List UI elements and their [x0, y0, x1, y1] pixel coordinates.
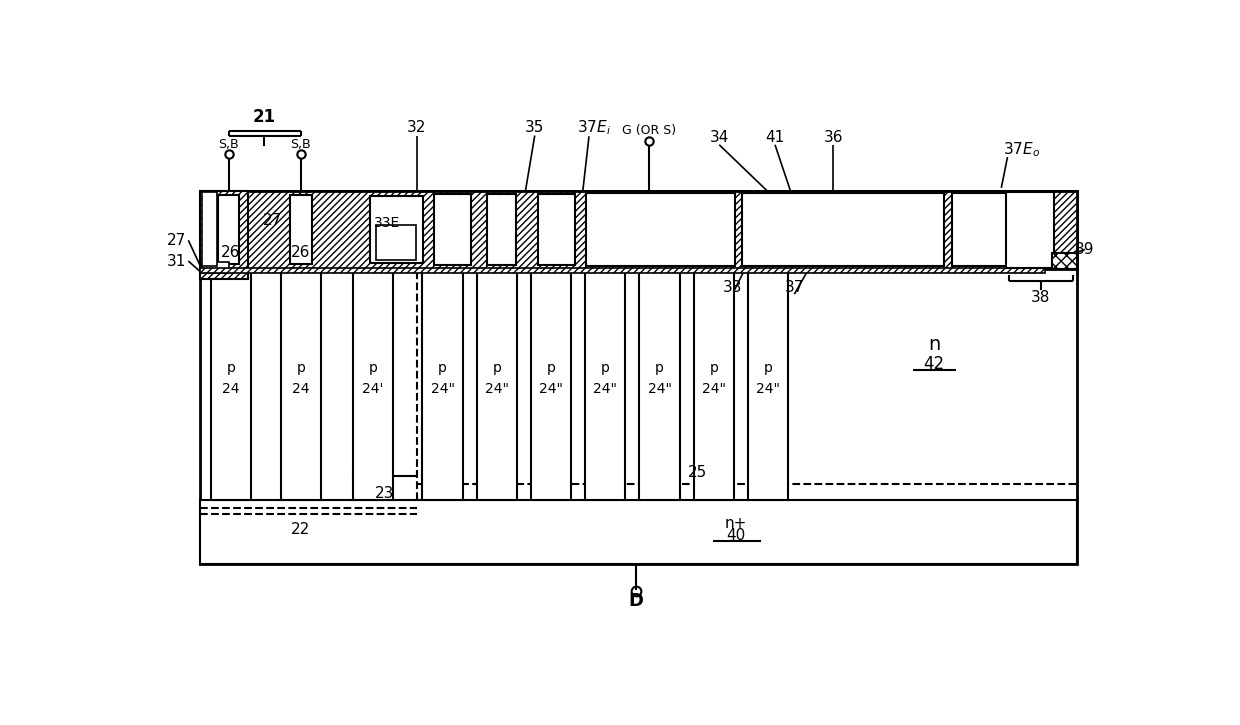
Bar: [376, 225, 417, 260]
Text: 38: 38: [1032, 291, 1050, 305]
Text: p: p: [438, 361, 446, 375]
Bar: [200, 500, 1078, 564]
Bar: [587, 194, 734, 265]
Bar: [748, 270, 789, 500]
Bar: [1053, 252, 1078, 270]
Bar: [218, 195, 239, 264]
Text: 34: 34: [709, 130, 729, 144]
Bar: [200, 191, 1078, 270]
Bar: [538, 194, 575, 265]
Text: 42: 42: [924, 355, 945, 373]
Bar: [280, 270, 321, 500]
Text: 26: 26: [291, 245, 310, 260]
Text: p: p: [655, 361, 663, 375]
Text: 21: 21: [253, 108, 275, 126]
Text: n: n: [928, 336, 940, 355]
Bar: [352, 270, 393, 500]
Bar: [1006, 193, 1054, 268]
Text: p: p: [227, 361, 236, 375]
Bar: [486, 194, 516, 265]
Text: 33E: 33E: [374, 215, 401, 230]
Text: 24": 24": [539, 382, 563, 396]
Text: 22: 22: [291, 522, 310, 537]
Text: 31: 31: [166, 254, 186, 268]
Text: S,B: S,B: [290, 138, 311, 152]
Text: 23: 23: [374, 486, 394, 501]
Bar: [200, 191, 248, 278]
Bar: [201, 262, 228, 273]
Bar: [585, 270, 625, 500]
Bar: [531, 270, 572, 500]
Text: 37: 37: [785, 281, 804, 296]
Text: 35: 35: [525, 120, 544, 136]
Bar: [290, 195, 311, 264]
Text: p: p: [296, 361, 305, 375]
Bar: [476, 270, 517, 500]
Bar: [211, 270, 250, 500]
Text: 24": 24": [756, 382, 780, 396]
Text: p: p: [601, 361, 610, 375]
Text: p: p: [492, 361, 501, 375]
Text: S,B: S,B: [218, 138, 239, 152]
Text: G (OR S): G (OR S): [622, 125, 677, 138]
Text: 24": 24": [647, 382, 672, 396]
Text: 24: 24: [222, 382, 239, 396]
Text: 27: 27: [166, 233, 186, 248]
Text: 32: 32: [407, 120, 427, 136]
Text: 33: 33: [723, 281, 742, 296]
Text: 36: 36: [823, 130, 843, 144]
Bar: [693, 270, 734, 500]
Text: p: p: [764, 361, 773, 375]
Text: 24": 24": [593, 382, 618, 396]
Bar: [200, 268, 1044, 273]
Text: 24": 24": [702, 382, 725, 396]
Text: D: D: [627, 592, 644, 610]
Text: 26: 26: [221, 245, 241, 260]
Text: p: p: [368, 361, 377, 375]
Text: 27: 27: [263, 212, 283, 228]
Text: $37E_o$: $37E_o$: [1003, 140, 1040, 159]
Text: p: p: [709, 361, 718, 375]
Text: n+: n+: [725, 516, 748, 531]
Text: 24': 24': [362, 382, 383, 396]
Bar: [952, 194, 1025, 265]
Bar: [200, 191, 1078, 564]
Bar: [434, 194, 471, 265]
Text: 41: 41: [765, 130, 785, 144]
Text: 25: 25: [688, 465, 707, 479]
Text: 24: 24: [291, 382, 310, 396]
Text: 24": 24": [485, 382, 508, 396]
Bar: [743, 194, 944, 265]
Bar: [201, 193, 217, 266]
Text: p: p: [547, 361, 556, 375]
Bar: [640, 270, 680, 500]
Bar: [423, 270, 463, 500]
Text: 24": 24": [430, 382, 455, 396]
Bar: [371, 196, 423, 263]
Text: 39: 39: [1075, 242, 1095, 257]
Text: $37E_i$: $37E_i$: [577, 118, 610, 137]
Text: 40: 40: [727, 529, 746, 544]
